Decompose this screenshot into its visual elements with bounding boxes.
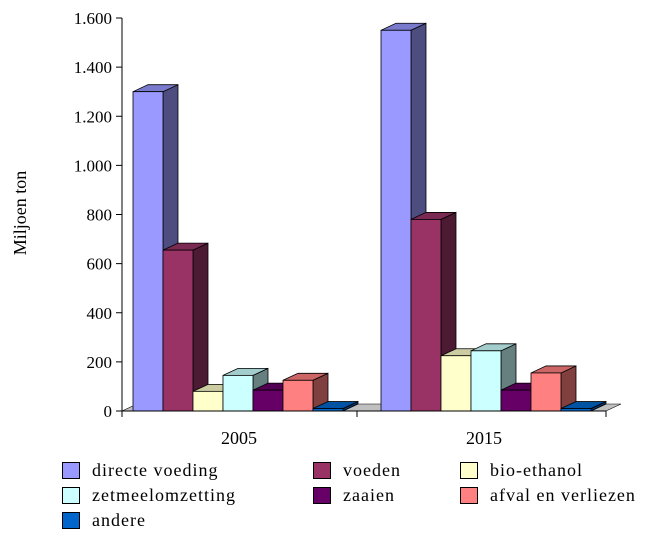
legend-swatch bbox=[313, 461, 331, 479]
legend-item: zaaien bbox=[313, 483, 395, 507]
y-tick-label: 1.400 bbox=[74, 58, 112, 77]
bar-front bbox=[380, 29, 412, 412]
bar-front bbox=[500, 389, 532, 412]
bar-front bbox=[440, 355, 472, 412]
legend-item: afval en verliezen bbox=[460, 483, 636, 507]
legend-swatch bbox=[313, 486, 331, 504]
legend-label: afval en verliezen bbox=[490, 484, 636, 505]
bar bbox=[530, 365, 577, 412]
bar-front bbox=[530, 372, 562, 412]
y-tick-label: 1.200 bbox=[74, 107, 112, 126]
legend-swatch bbox=[62, 511, 80, 529]
legend-label: andere bbox=[92, 509, 146, 530]
x-category-label: 2015 bbox=[466, 428, 502, 448]
bar bbox=[312, 400, 359, 412]
legend-swatch bbox=[62, 461, 80, 479]
y-axis-ticks: 0 200 400 600 800 1.000 1.200 1.400 1.600 bbox=[74, 9, 122, 421]
legend-item: voeden bbox=[313, 458, 401, 482]
bar-front bbox=[282, 379, 314, 412]
x-category-label: 2005 bbox=[221, 428, 257, 448]
legend: directe voeding voeden bio-ethanol zetmeelo… bbox=[62, 458, 671, 544]
bar-front bbox=[470, 350, 502, 412]
y-tick-label: 600 bbox=[87, 255, 113, 274]
bar bbox=[560, 400, 607, 412]
x-axis-categories: 2005 2015 bbox=[121, 411, 607, 448]
bar-front bbox=[162, 249, 194, 412]
y-tick-label: 200 bbox=[87, 353, 113, 372]
y-tick-label: 0 bbox=[104, 402, 113, 421]
y-tick-label: 1.000 bbox=[74, 156, 112, 175]
legend-swatch bbox=[62, 486, 80, 504]
legend-label: zetmeelomzetting bbox=[92, 484, 236, 505]
bar-front bbox=[410, 219, 442, 412]
bar-front bbox=[132, 91, 164, 412]
legend-swatch bbox=[460, 461, 478, 479]
y-tick-label: 400 bbox=[87, 304, 113, 323]
bar-front bbox=[192, 390, 224, 412]
bars-group bbox=[132, 22, 607, 412]
bar bbox=[162, 242, 209, 412]
legend-label: zaaien bbox=[343, 484, 395, 505]
legend-item: zetmeelomzetting bbox=[62, 483, 236, 507]
legend-item: directe voeding bbox=[62, 458, 218, 482]
legend-label: directe voeding bbox=[92, 459, 219, 480]
y-axis-label: Miljoen ton bbox=[10, 171, 30, 256]
bar bbox=[282, 372, 329, 412]
legend-label: voeden bbox=[343, 459, 401, 480]
legend-item: andere bbox=[62, 508, 146, 532]
legend-swatch bbox=[460, 486, 478, 504]
legend-item: bio-ethanol bbox=[460, 458, 583, 482]
bar-front bbox=[222, 374, 254, 412]
legend-label: bio-ethanol bbox=[490, 459, 583, 480]
y-tick-label: 800 bbox=[87, 206, 113, 225]
bar-front bbox=[252, 389, 284, 412]
y-tick-label: 1.600 bbox=[74, 9, 112, 28]
